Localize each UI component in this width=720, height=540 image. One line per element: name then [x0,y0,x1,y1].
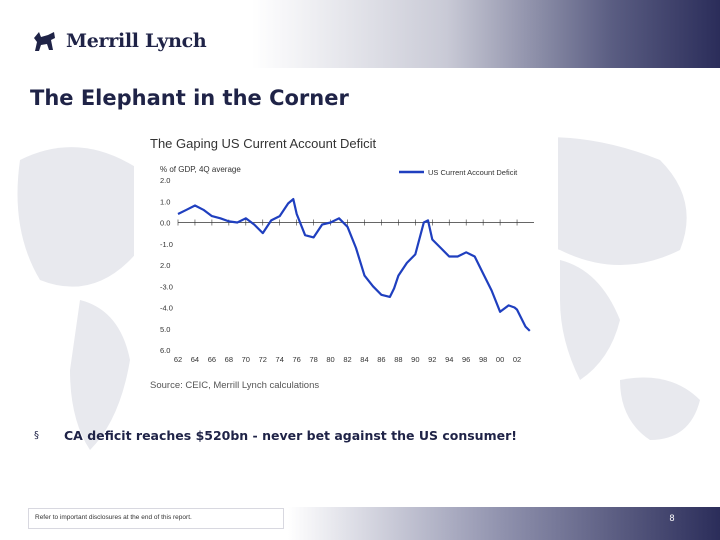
x-tick-label: 80 [326,355,334,364]
x-tick-label: 68 [225,355,233,364]
y-tick-label: 2.0 [160,261,170,270]
x-tick-label: 88 [394,355,402,364]
y-tick-label: 5.0 [160,325,170,334]
x-tick-label: 86 [377,355,385,364]
series-line [177,197,531,332]
x-tick-label: 76 [292,355,300,364]
y-tick-label: -4.0 [160,304,173,313]
bullet-marker: § [34,430,39,441]
y-tick-label: 0.0 [160,219,170,228]
chart-plot: % of GDP, 4Q average US Current Account D… [160,165,534,364]
x-tick-label: 90 [411,355,419,364]
bull-icon [34,32,55,51]
page-number: 8 [669,513,675,523]
chart-source: Source: CEIC, Merrill Lynch calculations [150,380,320,391]
chart-card: The Gaping US Current Account Deficit % … [134,128,558,411]
x-tick-label: 78 [309,355,317,364]
y-tick-label: -1.0 [160,240,173,249]
x-tick-label: 74 [276,355,284,364]
brand-logo: Merrill Lynch [30,24,207,58]
x-tick-label: 64 [191,355,199,364]
x-tick-label: 96 [462,355,470,364]
disclosure-box: Refer to important disclosures at the en… [28,508,284,529]
y-tick-label: 6.0 [160,346,170,355]
x-tick-label: 62 [174,355,182,364]
x-tick-label: 70 [242,355,250,364]
x-tick-label: 94 [445,355,453,364]
x-tick-label: 72 [259,355,267,364]
legend-label: US Current Account Deficit [428,168,518,177]
bullet-text: CA deficit reaches $520bn - never bet ag… [64,428,517,443]
x-tick-label: 84 [360,355,368,364]
y-axis-label: % of GDP, 4Q average [160,165,241,174]
y-tick-label: 2.0 [160,176,170,185]
y-tick-label: -3.0 [160,282,173,291]
y-tick-label: 1.0 [160,197,170,206]
x-tick-label: 82 [343,355,351,364]
x-tick-label: 98 [479,355,487,364]
header-band [0,0,720,68]
brand-name: Merrill Lynch [66,30,207,52]
disclosure-text: Refer to important disclosures at the en… [35,514,192,521]
chart-title: The Gaping US Current Account Deficit [150,136,377,151]
slide-title: The Elephant in the Corner [30,86,349,110]
x-tick-label: 92 [428,355,436,364]
x-tick-label: 02 [513,355,521,364]
x-tick-label: 66 [208,355,216,364]
bullet-point: § CA deficit reaches $520bn - never bet … [34,428,517,443]
x-tick-label: 00 [496,355,504,364]
